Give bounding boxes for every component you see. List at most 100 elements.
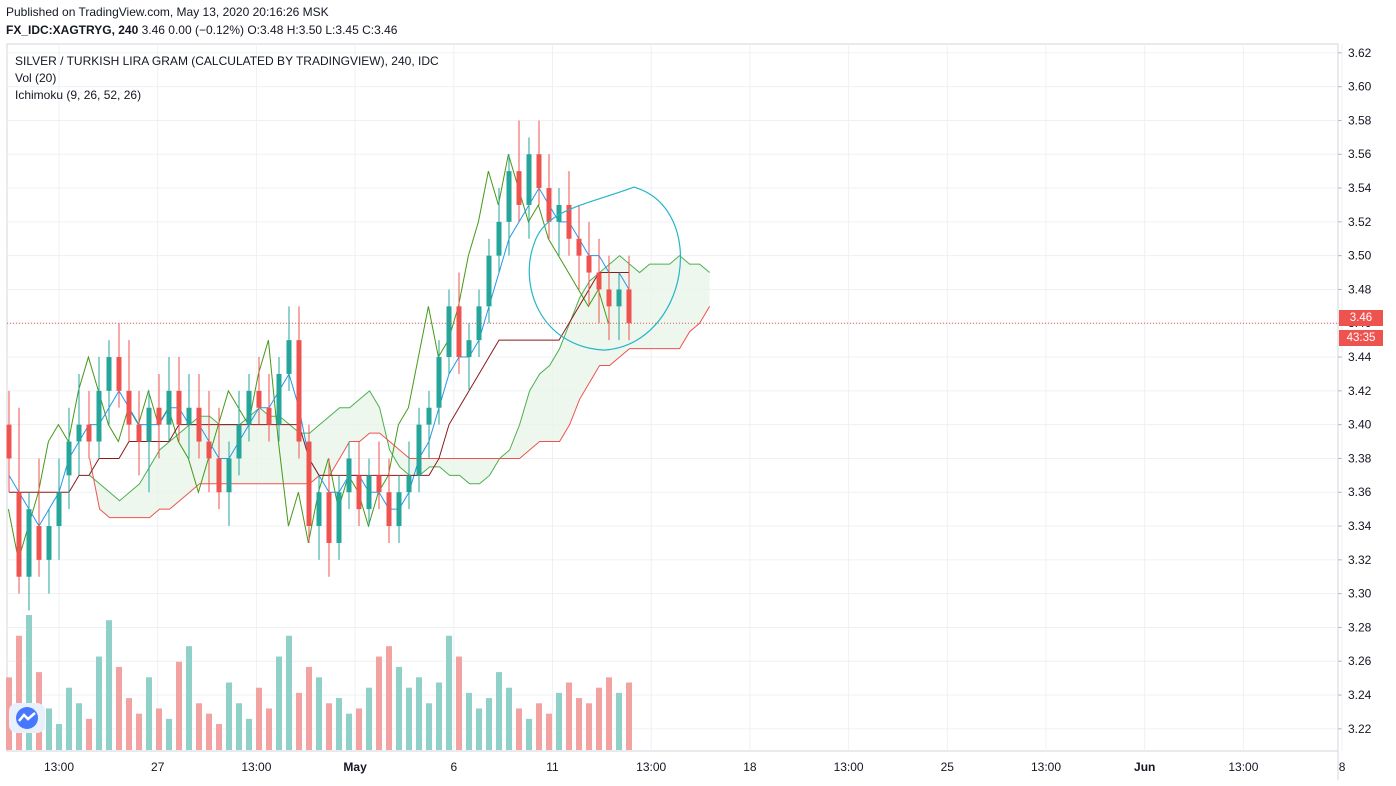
- ichimoku-cloud: [89, 255, 710, 518]
- candle-body: [606, 289, 612, 307]
- volume-bar: [286, 635, 292, 750]
- leading-span-b: [89, 306, 711, 519]
- candle-body: [576, 238, 582, 256]
- candle: [396, 475, 402, 543]
- tradingview-logo: [9, 703, 45, 733]
- volume-bar: [146, 677, 152, 750]
- candle-body: [16, 492, 22, 577]
- volume-bar: [86, 718, 92, 750]
- volume-bar: [626, 682, 632, 750]
- candle: [566, 171, 572, 256]
- candle-body: [116, 357, 122, 391]
- candle-body: [66, 441, 72, 476]
- candle-body: [526, 154, 532, 205]
- legend-title: SILVER / TURKISH LIRA GRAM (CALCULATED B…: [15, 54, 439, 68]
- candle-body: [356, 475, 362, 510]
- volume-bar: [196, 703, 202, 750]
- volume-bar: [616, 692, 622, 750]
- volume-bar: [556, 692, 562, 750]
- volume-bar: [336, 698, 342, 750]
- candle-body: [166, 390, 172, 425]
- candle-body: [136, 424, 142, 442]
- candle: [246, 373, 252, 442]
- candle: [436, 340, 442, 425]
- candle-body: [346, 458, 352, 493]
- x-tick-label: 13:00: [44, 760, 74, 774]
- volume-bar: [456, 656, 462, 750]
- candle: [26, 492, 32, 611]
- candle: [36, 458, 42, 577]
- volume-bar: [406, 687, 412, 750]
- volume-bar: [496, 672, 502, 750]
- volume-bar: [176, 661, 182, 750]
- candle-body: [226, 458, 232, 493]
- volume-bar: [316, 677, 322, 750]
- candle-body: [56, 492, 62, 527]
- candle: [426, 390, 432, 459]
- candle-body: [426, 407, 432, 425]
- x-tick-label: 13:00: [636, 760, 666, 774]
- y-tick-label: 3.32: [1348, 553, 1372, 567]
- volume-bar: [206, 713, 212, 750]
- candle: [236, 390, 242, 476]
- candle-body: [336, 492, 342, 543]
- x-tick-label: 13:00: [1031, 760, 1061, 774]
- x-tick-label: 18: [743, 760, 757, 774]
- candle: [466, 323, 472, 391]
- candle-body: [106, 357, 112, 391]
- volume-bar: [516, 708, 522, 750]
- volume-bar: [186, 646, 192, 750]
- volume-bar: [426, 703, 432, 750]
- volume-bar: [586, 703, 592, 750]
- candle: [616, 272, 622, 341]
- candle: [536, 120, 542, 205]
- candle: [516, 120, 522, 222]
- candle: [176, 357, 182, 442]
- volume-bar: [486, 698, 492, 750]
- x-tick-label: May: [343, 760, 367, 774]
- candle: [416, 407, 422, 493]
- volume-bar: [266, 708, 272, 750]
- volume-bar: [606, 677, 612, 750]
- y-tick-label: 3.54: [1348, 181, 1372, 195]
- candle: [626, 255, 632, 341]
- volume-bar: [536, 703, 542, 750]
- candle: [326, 458, 332, 577]
- candle: [406, 441, 412, 510]
- candle-body: [616, 289, 622, 307]
- x-tick-label: 25: [941, 760, 955, 774]
- tradingview-logo-icon: [16, 707, 38, 729]
- candle: [486, 238, 492, 324]
- candle-body: [596, 272, 602, 290]
- candle-body: [156, 407, 162, 425]
- volume-bar: [136, 713, 142, 750]
- candle-body: [246, 390, 252, 425]
- candle: [546, 154, 552, 239]
- candle: [146, 390, 152, 493]
- volume-bar: [366, 687, 372, 750]
- y-tick-label: 3.34: [1348, 519, 1372, 533]
- volume-bar: [446, 635, 452, 750]
- candle: [276, 357, 282, 442]
- volume-bar: [276, 656, 282, 750]
- candle-body: [486, 255, 492, 307]
- candle: [256, 357, 262, 425]
- candle: [66, 407, 72, 510]
- candle: [296, 306, 302, 459]
- candle: [226, 441, 232, 527]
- volume-bar: [166, 718, 172, 750]
- countdown-tag: 43:35: [1339, 330, 1383, 346]
- volume-bar: [226, 682, 232, 750]
- candle-body: [6, 424, 12, 459]
- y-tick-label: 3.50: [1348, 249, 1372, 263]
- y-tick-label: 3.62: [1348, 46, 1372, 60]
- candle-body: [396, 492, 402, 527]
- candle: [446, 289, 452, 374]
- volume-bar: [576, 698, 582, 750]
- candle: [266, 373, 272, 442]
- volume-bar: [126, 698, 132, 750]
- y-tick-label: 3.24: [1348, 688, 1372, 702]
- leading-span-a: [89, 254, 710, 502]
- candle-body: [126, 390, 132, 425]
